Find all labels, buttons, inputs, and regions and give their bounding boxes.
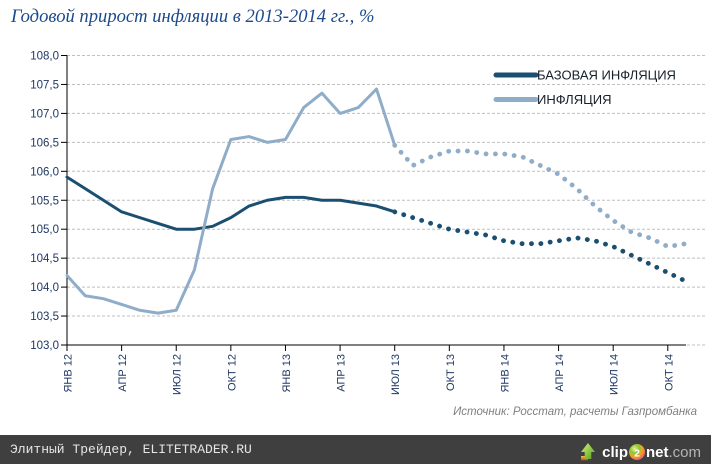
svg-text:ИЮЛ 12: ИЮЛ 12 <box>172 354 184 395</box>
svg-text:БАЗОВАЯ ИНФЛЯЦИЯ: БАЗОВАЯ ИНФЛЯЦИЯ <box>537 68 676 83</box>
svg-text:ЯНВ 14: ЯНВ 14 <box>499 354 511 393</box>
svg-text:ОКТ 13: ОКТ 13 <box>445 354 457 391</box>
svg-text:108,0: 108,0 <box>30 51 59 63</box>
svg-text:2: 2 <box>634 447 640 459</box>
svg-text:ИЮЛ 14: ИЮЛ 14 <box>609 354 621 395</box>
svg-text:106,5: 106,5 <box>30 137 59 149</box>
svg-text:104,5: 104,5 <box>30 253 59 265</box>
svg-text:ЯНВ 13: ЯНВ 13 <box>281 354 293 393</box>
svg-text:ИЮЛ 13: ИЮЛ 13 <box>390 354 402 395</box>
svg-text:105,5: 105,5 <box>30 195 59 207</box>
svg-text:ОКТ 12: ОКТ 12 <box>226 354 238 391</box>
svg-text:103,0: 103,0 <box>30 340 59 352</box>
svg-text:ИНФЛЯЦИЯ: ИНФЛЯЦИЯ <box>537 92 611 107</box>
svg-text:105,0: 105,0 <box>30 224 59 236</box>
svg-text:107,0: 107,0 <box>30 108 59 120</box>
svg-text:106,0: 106,0 <box>30 166 59 178</box>
svg-text:АПР 14: АПР 14 <box>554 354 566 392</box>
svg-text:АПР 12: АПР 12 <box>117 354 129 392</box>
svg-text:ЯНВ 12: ЯНВ 12 <box>63 354 75 393</box>
svg-text:104,0: 104,0 <box>30 282 59 294</box>
svg-text:103,5: 103,5 <box>30 311 59 323</box>
svg-text:ОКТ 14: ОКТ 14 <box>663 354 675 391</box>
svg-text:107,5: 107,5 <box>30 79 59 91</box>
svg-text:АПР 13: АПР 13 <box>336 354 348 392</box>
